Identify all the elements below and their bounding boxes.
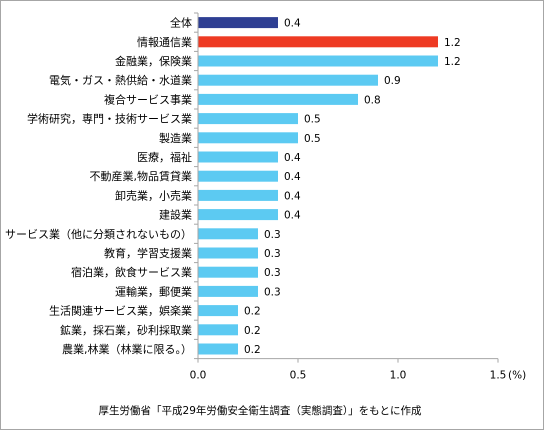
category-label: 医療，福祉 [137, 150, 192, 164]
category-label: 鉱業，採石業，砂利採取業 [60, 323, 192, 337]
category-label: サービス業（他に分類されないもの） [5, 228, 192, 241]
category-label: 卸売業，小売業 [115, 188, 192, 202]
category-label: 情報通信業 [137, 36, 192, 49]
x-unit-label: (%) [508, 370, 526, 382]
bar [198, 17, 278, 29]
category-label: 運輸業，郵便業 [115, 284, 192, 298]
bar [198, 209, 278, 221]
bar [198, 305, 238, 317]
bar [198, 266, 258, 278]
data-label: 0.4 [284, 210, 301, 222]
data-label: 0.3 [264, 248, 281, 260]
bar [198, 189, 278, 201]
data-label: 0.2 [244, 325, 261, 337]
data-label: 0.3 [264, 267, 281, 279]
category-label: 全体 [170, 16, 192, 30]
category-label: 宿泊業，飲食サービス業 [71, 265, 192, 279]
data-label: 0.3 [264, 286, 281, 298]
bar [198, 343, 238, 355]
category-label: 学術研究，専門・技術サービス業 [27, 112, 192, 126]
data-label: 0.4 [284, 152, 301, 164]
data-label: 0.3 [264, 229, 281, 241]
x-tick-label: 0.5 [290, 370, 307, 382]
data-label: 0.4 [284, 171, 301, 183]
bar [198, 132, 298, 144]
category-label: 教育，学習支援業 [104, 246, 192, 260]
bar [198, 113, 298, 125]
data-label: 0.2 [244, 306, 261, 318]
category-label: 金融業，保険業 [115, 54, 192, 68]
bar [198, 55, 438, 67]
data-label: 0.9 [384, 75, 401, 87]
category-label: 不動産業,物品賃貸業 [90, 169, 193, 183]
x-tick-label: 1.5 [490, 370, 507, 382]
data-label: 0.2 [244, 344, 261, 356]
bar [198, 151, 278, 163]
x-tick-label: 0.0 [190, 370, 207, 382]
data-label: 0.8 [364, 94, 381, 106]
data-label: 1.2 [444, 37, 461, 49]
bar [198, 170, 278, 182]
category-label: 農業,林業（林業に限る。） [62, 342, 192, 356]
x-tick-label: 1.0 [390, 370, 407, 382]
source-note: 厚生労働省「平成29年労働安全衛生調査（実態調査）」をもとに作成 [99, 404, 422, 417]
bar [198, 285, 258, 297]
category-label: 建設業 [159, 208, 192, 222]
bar [198, 74, 378, 86]
category-label: 複合サービス事業 [104, 92, 192, 106]
bar [198, 228, 258, 240]
category-label: 電気・ガス・熱供給・水道業 [49, 73, 192, 87]
data-label: 0.5 [304, 133, 321, 145]
data-label: 0.4 [284, 18, 301, 30]
category-label: 生活関連サービス業，娯楽業 [49, 304, 192, 318]
bar [198, 247, 258, 259]
bar [198, 36, 438, 48]
data-label: 0.5 [304, 114, 321, 126]
bar [198, 93, 358, 105]
category-label: 製造業 [159, 131, 192, 145]
data-label: 0.4 [284, 190, 301, 202]
data-label: 1.2 [444, 56, 461, 68]
bar [198, 324, 238, 336]
